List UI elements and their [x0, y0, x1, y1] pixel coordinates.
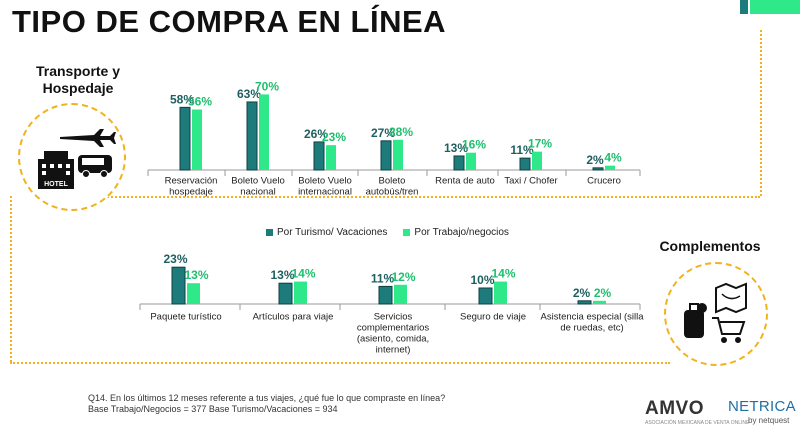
connector-right [760, 30, 762, 196]
chart1-value-label: 2% [586, 153, 604, 167]
legend-label-trabajo: Por Trabajo/negocios [414, 227, 509, 238]
chart1-category-label: Boleto Vuelo nacional [231, 176, 285, 198]
footnote: Q14. En los últimos 12 meses referente a… [88, 393, 445, 415]
connector-top [100, 196, 760, 198]
netrica-logo-subtitle: by netquest [748, 416, 790, 425]
shopping-cart-icon [712, 317, 746, 343]
chart2-value-label: 2% [594, 286, 612, 300]
hotel-sign: HOTEL [44, 181, 68, 188]
chart1-value-label: 11% [510, 143, 534, 157]
hotel-icon: HOTEL [38, 151, 74, 189]
chart2-bar-trabajo [494, 281, 507, 304]
chart1-bar-trabajo [605, 165, 615, 170]
chart1-bar-turismo [592, 167, 604, 171]
chart2-value-label: 10% [470, 273, 494, 287]
chart1-value-label: 28% [389, 125, 413, 139]
chart1-value-label: 17% [528, 137, 552, 151]
chart1-bar-trabajo [192, 109, 202, 170]
chart2-bar-turismo [278, 282, 293, 305]
corner-decoration [740, 0, 800, 14]
chart1-category-label: Crucero [587, 176, 621, 187]
legend-item-trabajo: Por Trabajo/negocios [403, 227, 509, 238]
section-label-complements: Complementos [659, 238, 761, 254]
chart1-category-label: Renta de auto [435, 176, 495, 187]
chart2-bar-turismo [478, 287, 493, 305]
chart2-value-label: 14% [491, 267, 515, 281]
amvo-logo: AMVO [645, 398, 704, 419]
chart1-bar-trabajo [326, 145, 336, 170]
chart2-value-label: 23% [163, 252, 187, 266]
airplane-icon [60, 129, 116, 147]
chart1-value-label: 13% [444, 141, 468, 155]
chart2-bar-turismo [577, 300, 592, 305]
chart2-bar-turismo [171, 266, 186, 305]
chart1-value-label: 70% [255, 79, 279, 93]
chart1-value-label: 16% [462, 138, 486, 152]
chart2-value-label: 12% [391, 270, 415, 284]
chart2-bar-turismo [378, 285, 393, 305]
amvo-logo-subtitle: ASOCIACIÓN MEXICANA DE VENTA ONLINE [645, 420, 750, 426]
chart1-bar-trabajo [393, 139, 403, 170]
page-title: TIPO DE COMPRA EN LÍNEA [12, 4, 447, 39]
section-label-transport: Transporte y Hospedaje [35, 63, 121, 96]
chart1-bar-turismo [519, 157, 531, 171]
chart2-category-label: Asistencia especial (silla de ruedas, etc… [541, 312, 645, 334]
chart2-category-label: Paquete turístico [150, 312, 221, 323]
chart2-value-label: 14% [291, 267, 315, 281]
chart2-value-label: 2% [573, 286, 591, 300]
chart1-category-label: Taxi / Chofer [504, 176, 557, 187]
legend-label-turismo: Por Turismo/ Vacaciones [277, 227, 388, 238]
chart1-bar-turismo [246, 101, 258, 171]
netrica-logo: NETRICA [728, 398, 796, 415]
legend: Por Turismo/ Vacaciones Por Trabajo/nego… [266, 227, 509, 238]
chart1-bar-turismo [313, 141, 325, 171]
chart2-bar-trabajo [394, 284, 407, 304]
footnote-base: Base Trabajo/Negocios = 377 Base Turismo… [88, 404, 338, 414]
chart2-category-label: Seguro de viaje [460, 312, 526, 323]
chart1-value-label: 23% [322, 130, 346, 144]
luggage-icon [684, 303, 707, 338]
chart1-bar-trabajo [466, 152, 476, 170]
chart1-value-label: 27% [371, 126, 395, 140]
chart2-category-label: Artículos para viaje [253, 312, 334, 323]
chart2-value-label: 13% [270, 268, 294, 282]
chart1-category-label: Boleto autobús/tren [366, 176, 419, 198]
chart1-value-label: 4% [604, 151, 622, 165]
connector-left [10, 196, 12, 362]
legend-swatch-turismo [266, 228, 273, 236]
chart1-bar-turismo [179, 106, 191, 171]
chart2-bar-trabajo [294, 281, 307, 304]
chart2-value-label: 11% [371, 271, 395, 285]
complements-icon-circle [664, 262, 768, 366]
chart1-category-label: Boleto Vuelo internacional [298, 176, 352, 198]
footnote-question: Q14. En los últimos 12 meses referente a… [88, 393, 446, 403]
chart2-bar-trabajo [187, 283, 200, 304]
legend-item-turismo: Por Turismo/ Vacaciones [266, 227, 387, 238]
chart2-value-label: 13% [184, 268, 208, 282]
chart1-bar-trabajo [259, 94, 269, 170]
chart1-value-label: 58% [170, 92, 194, 106]
transport-icon-circle: HOTEL [18, 103, 126, 211]
chart1-bar-trabajo [532, 151, 542, 170]
chart1-value-label: 56% [188, 95, 212, 109]
chart1-value-label: 63% [237, 87, 261, 101]
chart1-bar-turismo [380, 140, 392, 171]
chart1-category-label: Reservación hospedaje [165, 176, 218, 198]
chart2-category-label: Servicios complementarios (asiento, comida… [357, 312, 430, 356]
chart1-value-label: 26% [304, 127, 328, 141]
connector-bottom [10, 362, 670, 364]
legend-swatch-trabajo [403, 228, 411, 236]
bus-icon [78, 155, 112, 178]
chart2-bar-trabajo [593, 300, 606, 304]
chart1-bar-turismo [453, 155, 465, 171]
map-icon [715, 282, 747, 314]
